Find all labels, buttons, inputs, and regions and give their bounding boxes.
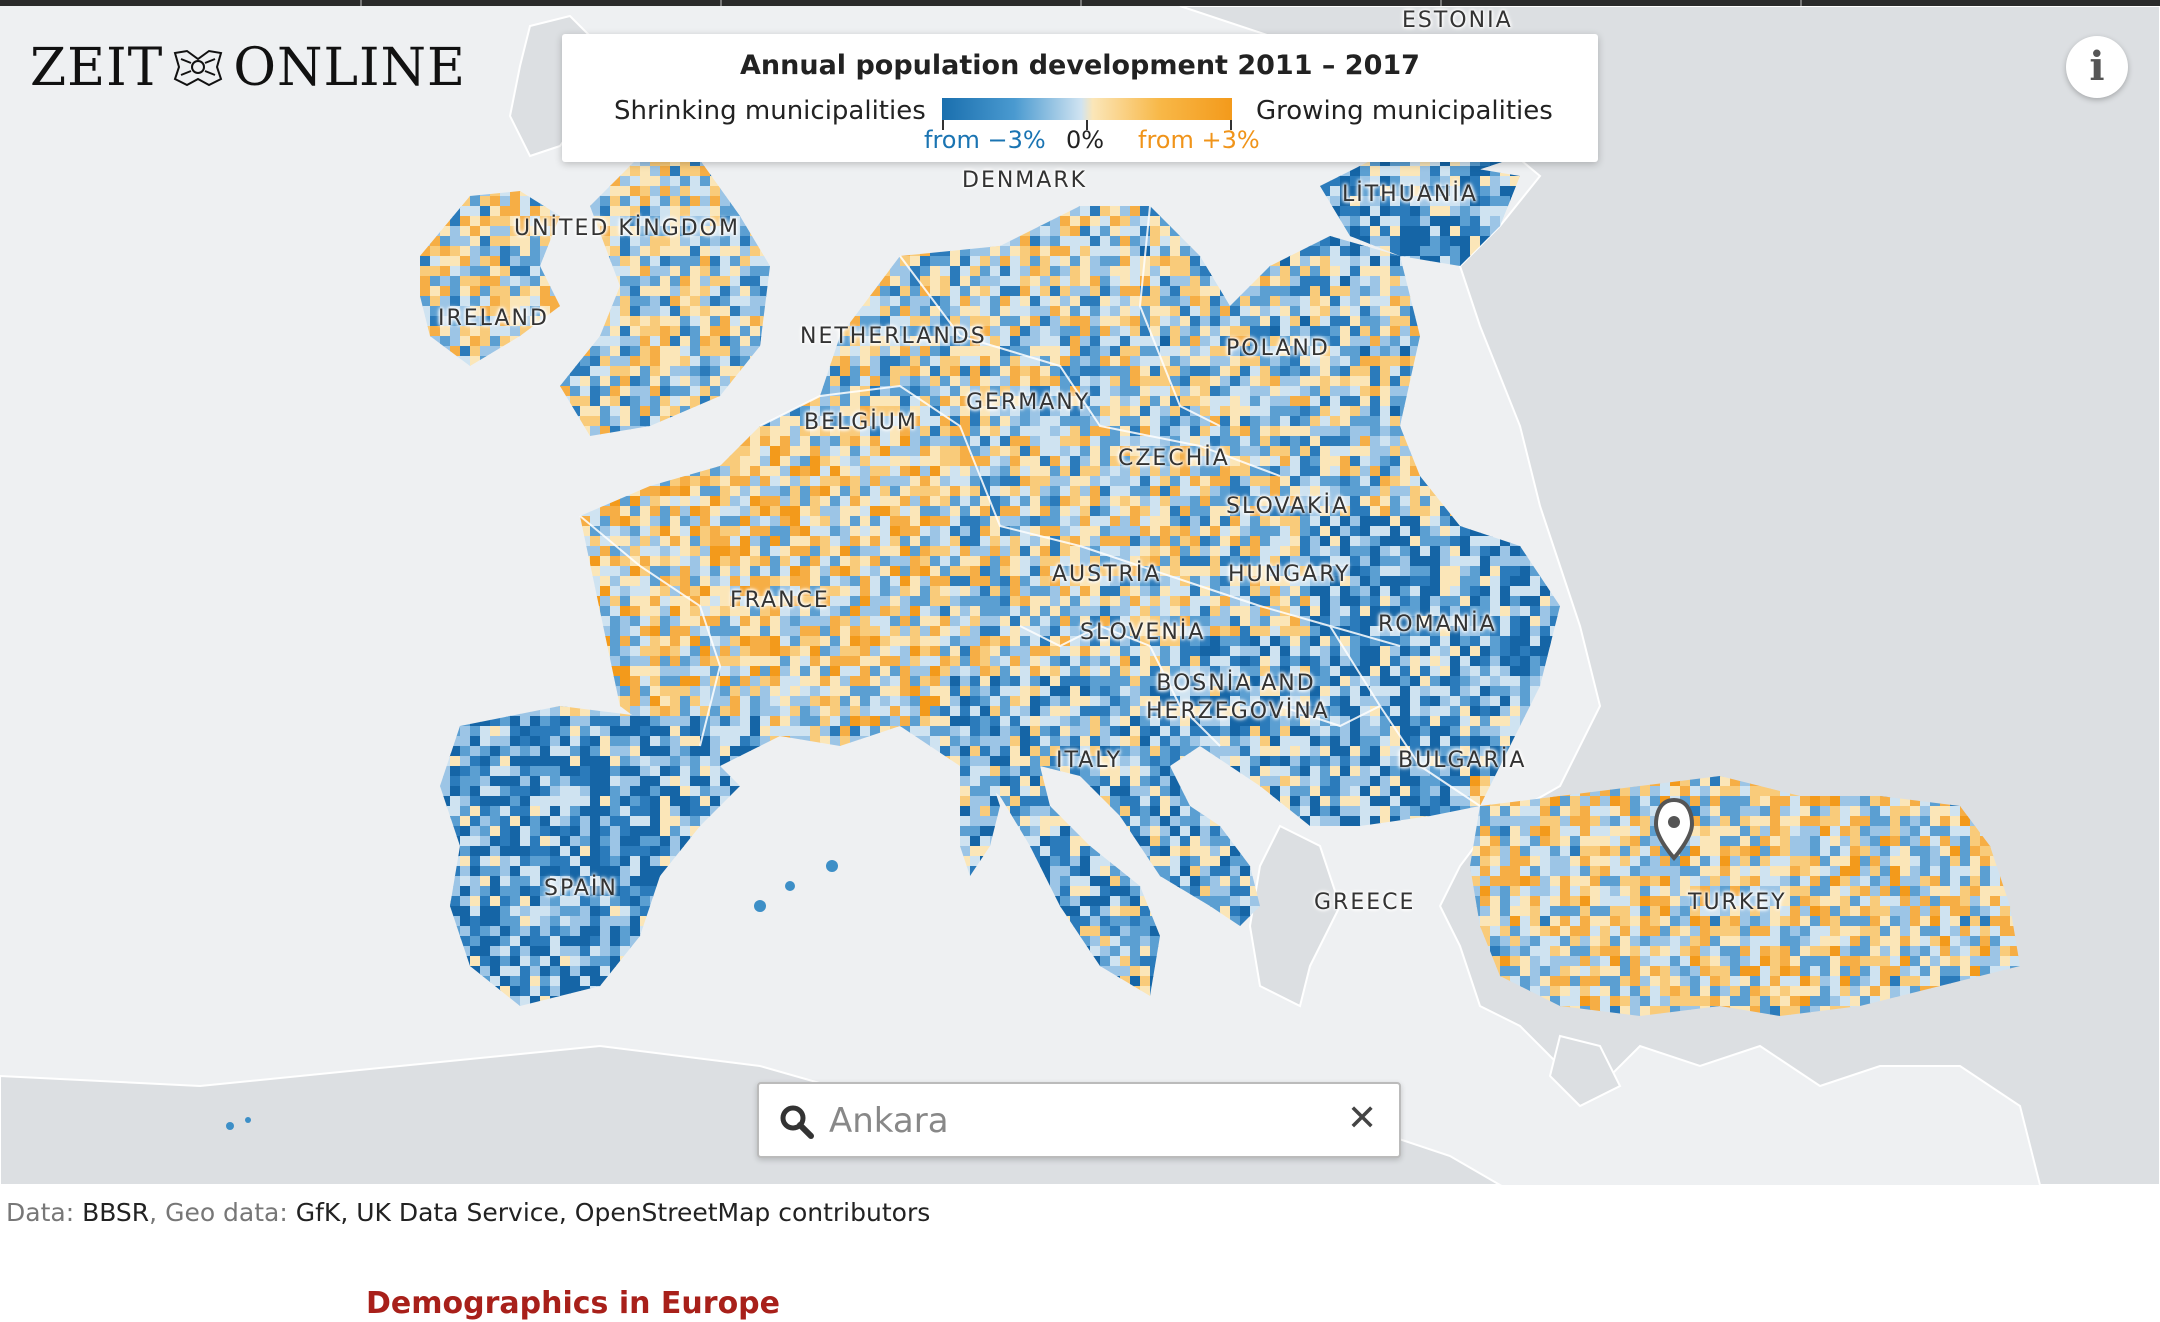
country-label: BULGARİA xyxy=(1398,748,1527,773)
legend-tick-label-right: from +3% xyxy=(1138,126,1260,154)
credits-geo-source[interactable]: GfK, UK Data Service, OpenStreetMap cont… xyxy=(295,1198,931,1227)
country-label: GREECE xyxy=(1314,890,1416,915)
legend-left-label: Shrinking municipalities xyxy=(614,96,926,126)
top-bar-divider xyxy=(1080,0,1082,6)
credits-geo-label: , Geo data: xyxy=(149,1198,296,1227)
country-label: TURKEY xyxy=(1688,890,1787,915)
country-label: UNİTED KİNGDOM xyxy=(514,216,740,241)
country-label: FRANCE xyxy=(730,588,830,613)
europe-population-map[interactable]: ESTONIA DENMARK LİTHUANİA UNİTED KİNGDOM… xyxy=(0,6,2160,1185)
map-pin-icon[interactable] xyxy=(1653,797,1695,861)
eagle-crest-icon xyxy=(167,44,229,90)
legend-tick xyxy=(942,120,944,130)
top-bar-divider xyxy=(1440,0,1442,6)
country-label: GERMANY xyxy=(966,390,1091,415)
country-label: BELGİUM xyxy=(804,410,918,435)
legend-tick xyxy=(1230,120,1232,130)
legend-tick-label-left: from −3% xyxy=(924,126,1046,154)
credits-data-source[interactable]: BBSR xyxy=(82,1198,150,1227)
country-label: NETHERLANDS xyxy=(800,324,987,349)
country-label: SPAİN xyxy=(544,876,618,901)
top-bar xyxy=(0,0,2160,6)
country-label: ROMANİA xyxy=(1378,612,1497,637)
country-label: ITALY xyxy=(1056,748,1123,773)
top-bar-divider xyxy=(1800,0,1802,6)
section-title: Demographics in Europe xyxy=(366,1286,780,1321)
country-label: BOSNİA AND HERZEGOVİNA xyxy=(1146,671,1330,724)
logo-text-left: ZEIT xyxy=(30,38,164,98)
search-input[interactable] xyxy=(827,1094,1311,1148)
legend-tick-label-mid: 0% xyxy=(1066,126,1105,154)
small-islands xyxy=(226,860,838,1130)
top-bar-divider xyxy=(720,0,722,6)
top-bar-divider xyxy=(360,0,362,6)
country-label: SLOVENİA xyxy=(1080,620,1206,645)
info-button[interactable]: i xyxy=(2066,36,2128,98)
country-label: IRELAND xyxy=(438,306,549,331)
info-icon: i xyxy=(2089,43,2105,90)
country-label: HUNGARY xyxy=(1228,562,1351,587)
search-icon xyxy=(779,1104,815,1140)
location-search-box[interactable]: ✕ xyxy=(757,1082,1401,1158)
legend-tick xyxy=(1086,120,1088,130)
country-label: AUSTRİA xyxy=(1052,562,1162,587)
country-label: ESTONIA xyxy=(1402,8,1513,33)
legend-color-scale xyxy=(942,98,1232,120)
country-borders xyxy=(579,205,1481,807)
legend-right-label: Growing municipalities xyxy=(1256,96,1553,126)
country-label: LİTHUANİA xyxy=(1342,182,1478,207)
credits-data-label: Data: xyxy=(6,1198,83,1227)
zeit-online-logo[interactable]: ZEIT ONLINE xyxy=(30,38,466,98)
logo-text-right: ONLINE xyxy=(233,38,466,98)
data-credits: Data: BBSR, Geo data: GfK, UK Data Servi… xyxy=(6,1198,930,1227)
country-label: SLOVAKİA xyxy=(1226,494,1350,519)
country-label: DENMARK xyxy=(962,168,1088,193)
legend-title: Annual population development 2011 – 201… xyxy=(740,50,1420,81)
country-label: POLAND xyxy=(1226,336,1330,361)
close-icon[interactable]: ✕ xyxy=(1347,1098,1378,1139)
legend-panel: Annual population development 2011 – 201… xyxy=(562,34,1598,162)
country-label: CZECHİA xyxy=(1118,446,1230,471)
